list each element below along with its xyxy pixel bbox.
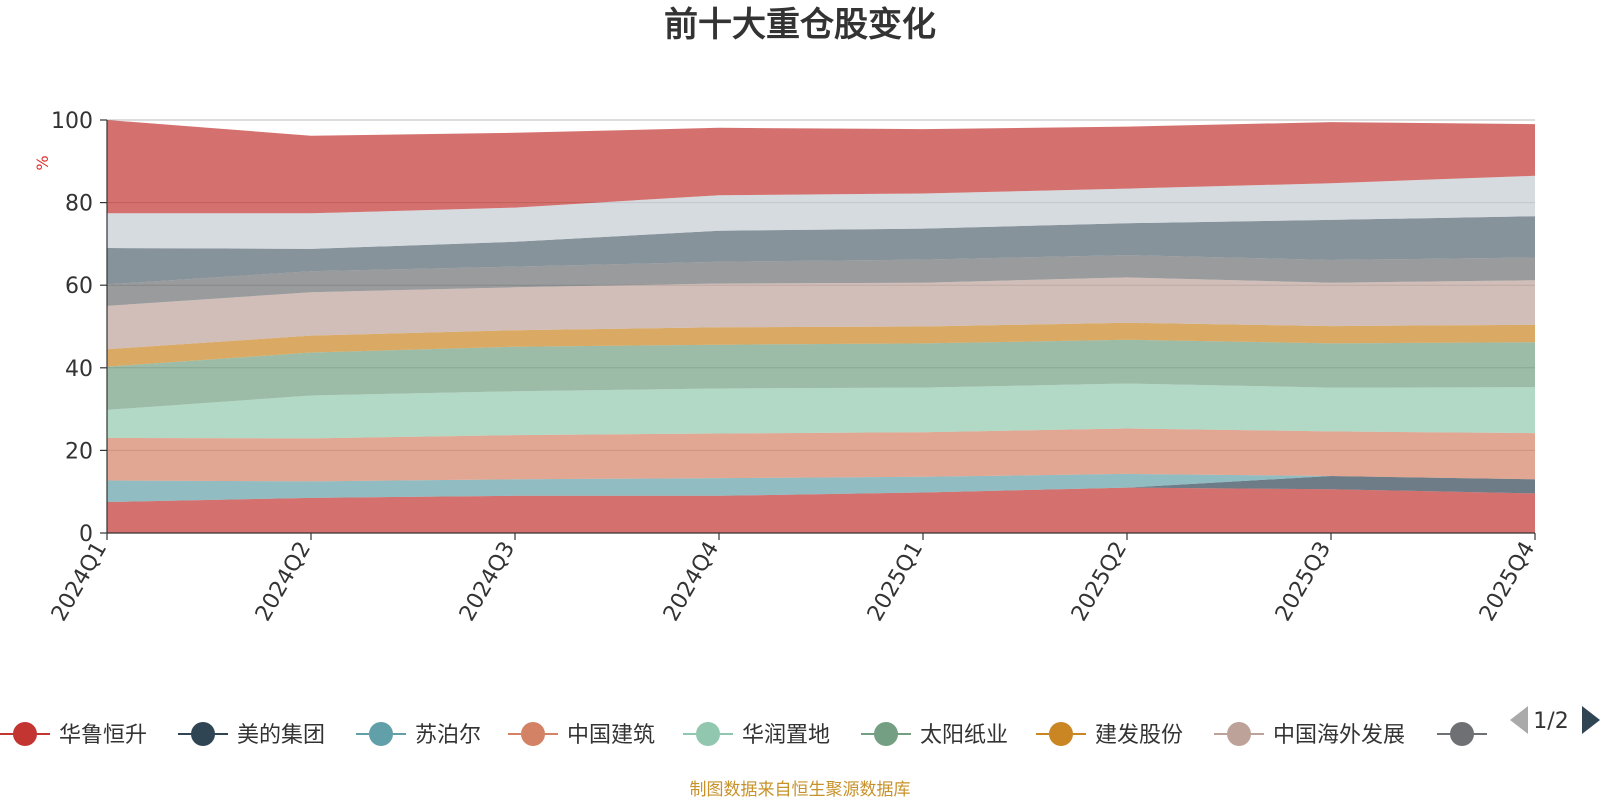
legend-next-page-icon[interactable] [1582, 706, 1600, 734]
legend-marker [191, 722, 215, 746]
legend-marker [521, 722, 545, 746]
y-axis-unit-label: % [33, 155, 52, 170]
x-tick-label: 2025Q2 [1067, 538, 1132, 626]
legend-label: 华鲁恒升 [59, 723, 147, 748]
legend-marker [1049, 722, 1073, 746]
x-tick-label: 2024Q3 [455, 538, 520, 626]
legend-page-indicator: 1/2 [1533, 709, 1568, 734]
legend-marker [874, 722, 898, 746]
x-tick-label: 2025Q1 [863, 538, 928, 626]
legend-marker [369, 722, 393, 746]
legend-item-7[interactable]: 建发股份 [1036, 722, 1183, 748]
y-tick-label: 60 [65, 274, 93, 299]
legend-marker [13, 722, 37, 746]
legend-label: 中国建筑 [567, 723, 655, 748]
legend-item-3[interactable]: 苏泊尔 [356, 722, 481, 748]
legend-item-6[interactable]: 太阳纸业 [861, 722, 1008, 748]
x-tick-label: 2024Q2 [251, 538, 316, 626]
area-series-10 [107, 216, 1535, 285]
source-note: 制图数据来自恒生聚源数据库 [690, 780, 911, 800]
legend-label: 华润置地 [742, 723, 830, 748]
legend-marker [1450, 722, 1474, 746]
area-series-1 [107, 487, 1535, 533]
area-series-6 [107, 339, 1535, 410]
y-tick-label: 20 [65, 439, 93, 464]
x-tick-label: 2024Q4 [659, 538, 724, 626]
legend-item-2[interactable]: 美的集团 [178, 722, 325, 748]
legend-marker [696, 722, 720, 746]
area-series-2 [107, 476, 1535, 502]
legend-label: 中国海外发展 [1273, 723, 1405, 748]
legend-label: 苏泊尔 [415, 723, 481, 748]
area-series-5 [107, 383, 1535, 439]
y-tick-label: 80 [65, 192, 93, 217]
legend-item-9[interactable] [1437, 722, 1487, 746]
legend-label: 美的集团 [237, 723, 325, 748]
area-series-7 [107, 322, 1535, 367]
legend-item-5[interactable]: 华润置地 [683, 722, 830, 748]
y-tick-label: 100 [51, 109, 93, 134]
legend-pager: 1/2 [1510, 706, 1600, 734]
area-series-12 [107, 120, 1535, 214]
legend-prev-page-icon[interactable] [1510, 706, 1528, 734]
legend-item-8[interactable]: 中国海外发展 [1214, 722, 1405, 748]
y-tick-label: 40 [65, 357, 93, 382]
area-series-8 [107, 277, 1535, 350]
x-tick-label: 2024Q1 [47, 538, 112, 626]
legend-item-1[interactable]: 华鲁恒升 [0, 722, 147, 748]
legend-item-4[interactable]: 中国建筑 [508, 722, 655, 748]
area-series-9 [107, 255, 1535, 306]
chart-title: 前十大重仓股变化 [664, 5, 936, 45]
legend-marker [1227, 722, 1251, 746]
legend-label: 建发股份 [1095, 723, 1183, 748]
x-tick-label: 2025Q3 [1271, 538, 1336, 626]
x-tick-label: 2025Q4 [1475, 538, 1540, 626]
area-series-4 [107, 428, 1535, 482]
area-series-11 [107, 175, 1535, 249]
y-tick-label: 0 [79, 522, 93, 547]
area-series [107, 120, 1535, 533]
legend[interactable]: 华鲁恒升 美的集团 苏泊尔 中国建筑 华润置地 太阳纸业 建发股份 中国海外发展 [0, 722, 1487, 748]
area-series-3 [107, 473, 1535, 502]
legend-label: 太阳纸业 [920, 723, 1008, 748]
